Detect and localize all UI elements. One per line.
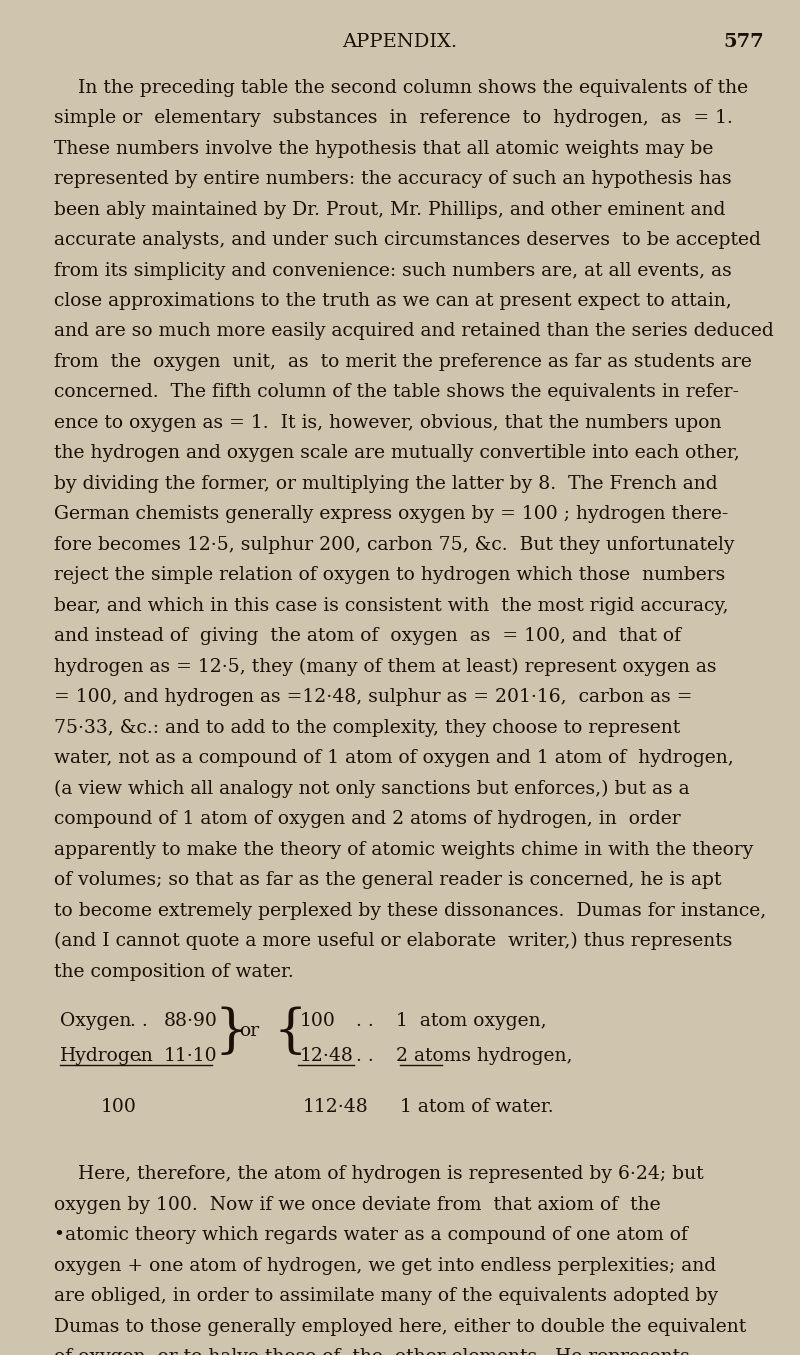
Text: from  the  oxygen  unit,  as  to merit the preference as far as students are: from the oxygen unit, as to merit the pr…	[54, 352, 752, 371]
Text: to become extremely perplexed by these dissonances.  Dumas for instance,: to become extremely perplexed by these d…	[54, 901, 766, 920]
Text: water, not as a compound of 1 atom of oxygen and 1 atom of  hydrogen,: water, not as a compound of 1 atom of ox…	[54, 749, 734, 767]
Text: by dividing the former, or multiplying the latter by 8.  The French and: by dividing the former, or multiplying t…	[54, 474, 718, 493]
Text: •atomic theory which regards water as a compound of one atom of: •atomic theory which regards water as a …	[54, 1226, 688, 1244]
Text: simple or  elementary  substances  in  reference  to  hydrogen,  as  = 1.: simple or elementary substances in refer…	[54, 110, 734, 127]
Text: the composition of water.: the composition of water.	[54, 962, 294, 981]
Text: 11·10: 11·10	[164, 1046, 218, 1065]
Text: }: }	[214, 1005, 248, 1057]
Text: close approximations to the truth as we can at present expect to attain,: close approximations to the truth as we …	[54, 291, 732, 310]
Text: compound of 1 atom of oxygen and 2 atoms of hydrogen, in  order: compound of 1 atom of oxygen and 2 atoms…	[54, 810, 681, 828]
Text: fore becomes 12·5, sulphur 200, carbon 75, &c.  But they unfortunately: fore becomes 12·5, sulphur 200, carbon 7…	[54, 535, 735, 554]
Text: 100: 100	[101, 1099, 136, 1117]
Text: and are so much more easily acquired and retained than the series deduced: and are so much more easily acquired and…	[54, 322, 774, 340]
Text: German chemists generally express oxygen by = 100 ; hydrogen there-: German chemists generally express oxygen…	[54, 505, 729, 523]
Text: (a view which all analogy not only sanctions but enforces,) but as a: (a view which all analogy not only sanct…	[54, 779, 690, 798]
Text: 75·33, &c.: and to add to the complexity, they choose to represent: 75·33, &c.: and to add to the complexity…	[54, 718, 681, 737]
Text: .: .	[136, 1046, 142, 1065]
Text: oxygen + one atom of hydrogen, we get into endless perplexities; and: oxygen + one atom of hydrogen, we get in…	[54, 1257, 717, 1275]
Text: ence to oxygen as = 1.  It is, however, obvious, that the numbers upon: ence to oxygen as = 1. It is, however, o…	[54, 413, 722, 432]
Text: are obliged, in order to assimilate many of the equivalents adopted by: are obliged, in order to assimilate many…	[54, 1287, 718, 1305]
Text: 100: 100	[300, 1011, 336, 1030]
Text: Here, therefore, the atom of hydrogen is represented by 6·24; but: Here, therefore, the atom of hydrogen is…	[54, 1165, 704, 1183]
Text: the hydrogen and oxygen scale are mutually convertible into each other,: the hydrogen and oxygen scale are mutual…	[54, 444, 740, 462]
Text: oxygen by 100.  Now if we once deviate from  that axiom of  the: oxygen by 100. Now if we once deviate fr…	[54, 1196, 661, 1214]
Text: concerned.  The fifth column of the table shows the equivalents in refer-: concerned. The fifth column of the table…	[54, 383, 739, 401]
Text: . .: . .	[356, 1046, 374, 1065]
Text: {: {	[274, 1005, 307, 1057]
Text: 1  atom oxygen,: 1 atom oxygen,	[396, 1011, 546, 1030]
Text: These numbers involve the hypothesis that all atomic weights may be: These numbers involve the hypothesis tha…	[54, 140, 714, 157]
Text: been ably maintained by Dr. Prout, Mr. Phillips, and other eminent and: been ably maintained by Dr. Prout, Mr. P…	[54, 201, 726, 218]
Text: Hydrogen: Hydrogen	[60, 1046, 154, 1065]
Text: . .: . .	[130, 1011, 147, 1030]
Text: or: or	[239, 1022, 260, 1041]
Text: 12·48: 12·48	[300, 1046, 354, 1065]
Text: . .: . .	[356, 1011, 374, 1030]
Text: Oxygen: Oxygen	[60, 1011, 131, 1030]
Text: Dumas to those generally employed here, either to double the equivalent: Dumas to those generally employed here, …	[54, 1318, 746, 1336]
Text: 88·90: 88·90	[164, 1011, 218, 1030]
Text: 1 atom of water.: 1 atom of water.	[400, 1099, 554, 1117]
Text: represented by entire numbers: the accuracy of such an hypothesis has: represented by entire numbers: the accur…	[54, 171, 732, 188]
Text: (and I cannot quote a more useful or elaborate  writer,) thus represents: (and I cannot quote a more useful or ela…	[54, 932, 733, 950]
Text: hydrogen as = 12·5, they (many of them at least) represent oxygen as: hydrogen as = 12·5, they (many of them a…	[54, 657, 717, 676]
Text: reject the simple relation of oxygen to hydrogen which those  numbers: reject the simple relation of oxygen to …	[54, 566, 726, 584]
Text: = 100, and hydrogen as =12·48, sulphur as = 201·16,  carbon as =: = 100, and hydrogen as =12·48, sulphur a…	[54, 688, 693, 706]
Text: 577: 577	[723, 33, 764, 50]
Text: apparently to make the theory of atomic weights chime in with the theory: apparently to make the theory of atomic …	[54, 840, 754, 859]
Text: bear, and which in this case is consistent with  the most rigid accuracy,: bear, and which in this case is consiste…	[54, 596, 729, 615]
Text: In the preceding table the second column shows the equivalents of the: In the preceding table the second column…	[54, 79, 749, 96]
Text: and instead of  giving  the atom of  oxygen  as  = 100, and  that of: and instead of giving the atom of oxygen…	[54, 627, 682, 645]
Text: 112·48: 112·48	[302, 1099, 368, 1117]
Text: accurate analysts, and under such circumstances deserves  to be accepted: accurate analysts, and under such circum…	[54, 230, 762, 249]
Text: from its simplicity and convenience: such numbers are, at all events, as: from its simplicity and convenience: suc…	[54, 262, 732, 279]
Text: of oxygen, or to halve those of  the  other elements.  He represents: of oxygen, or to halve those of the othe…	[54, 1348, 690, 1355]
Text: APPENDIX.: APPENDIX.	[342, 33, 458, 50]
Text: of volumes; so that as far as the general reader is concerned, he is apt: of volumes; so that as far as the genera…	[54, 871, 722, 889]
Text: 2 atoms hydrogen,: 2 atoms hydrogen,	[396, 1046, 573, 1065]
